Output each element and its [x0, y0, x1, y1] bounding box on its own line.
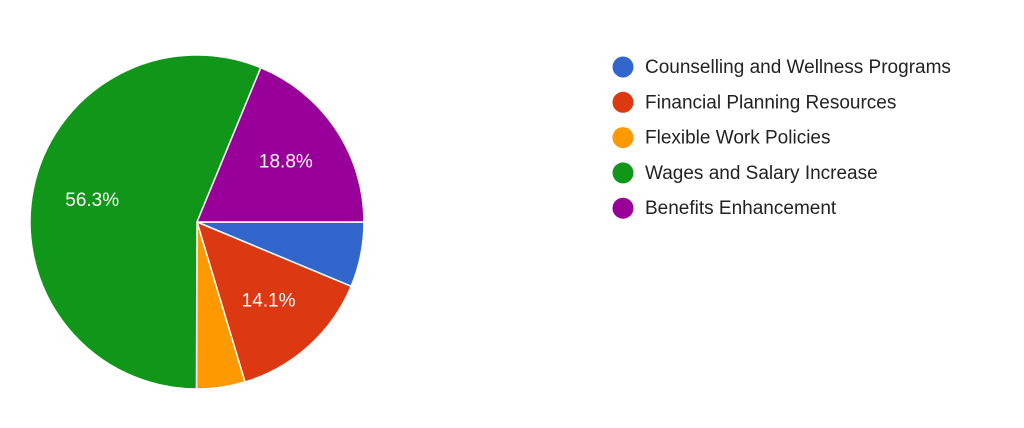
legend-label: Financial Planning Resources	[645, 92, 896, 113]
legend-marker	[612, 56, 634, 78]
legend-label: Benefits Enhancement	[645, 198, 837, 219]
slice-label: 14.1%	[242, 290, 296, 311]
slice-label: 18.8%	[259, 152, 313, 173]
pie-slice	[29, 54, 262, 390]
pie-slice	[195, 66, 365, 223]
legend-marker	[612, 127, 634, 149]
legend-label: Counselling and Wellness Programs	[645, 57, 951, 78]
legend-label: Flexible Work Policies	[645, 128, 830, 149]
legend-marker	[612, 197, 634, 219]
legend-marker	[612, 91, 634, 113]
legend-marker	[612, 162, 634, 184]
pie-slice	[195, 220, 353, 383]
legend-label: Wages and Salary Increase	[645, 163, 878, 184]
slice-label: 56.3%	[65, 190, 119, 211]
